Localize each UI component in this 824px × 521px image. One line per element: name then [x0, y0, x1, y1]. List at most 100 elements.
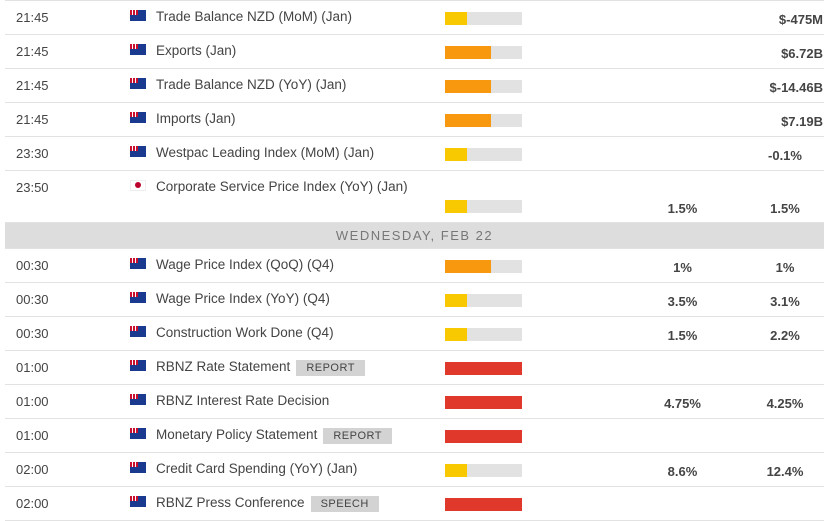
event-time: 21:45: [16, 44, 49, 59]
event-row[interactable]: 21:45 Trade Balance NZD (YoY) (Jan) $-14.4…: [5, 69, 824, 103]
event-title: Imports (Jan): [156, 111, 236, 126]
nz-flag-icon: [130, 496, 146, 507]
nz-flag-icon: [130, 462, 146, 473]
forecast-value: 1%: [673, 260, 692, 275]
event-title: Westpac Leading Index (MoM) (Jan): [156, 145, 375, 160]
event-row[interactable]: 01:00 RBNZ Rate Statement REPORT: [5, 351, 824, 385]
impact-fill-medium: [445, 80, 491, 93]
previous-value: $-14.46B: [769, 80, 823, 95]
previous-value: 3.1%: [770, 294, 800, 309]
jp-flag-icon: [130, 180, 146, 191]
event-title: Wage Price Index (YoY) (Q4): [156, 291, 330, 306]
previous-value: $7.19B: [781, 114, 823, 129]
event-time: 01:00: [16, 428, 49, 443]
event-name[interactable]: Exports (Jan): [156, 43, 236, 58]
event-row[interactable]: 00:30 Wage Price Index (QoQ) (Q4) 1% 1%: [5, 248, 824, 283]
event-row[interactable]: 21:45 Exports (Jan) $6.72B: [5, 35, 824, 69]
event-time: 00:30: [16, 292, 49, 307]
event-row[interactable]: 00:30 Wage Price Index (YoY) (Q4) 3.5% 3.1%: [5, 283, 824, 317]
previous-value: 4.25%: [766, 396, 804, 411]
impact-fill-medium: [445, 114, 491, 127]
event-name[interactable]: RBNZ Press Conference SPEECH: [156, 495, 379, 512]
au-flag-icon: [130, 292, 146, 303]
event-time: 23:30: [16, 146, 49, 161]
event-time: 02:00: [16, 462, 49, 477]
impact-fill-low: [445, 328, 467, 341]
event-row[interactable]: 23:50 Corporate Service Price Index (YoY)…: [5, 171, 824, 223]
au-flag-icon: [130, 258, 146, 269]
impact-fill-high: [445, 396, 522, 409]
impact-fill-high: [445, 430, 522, 443]
event-title: Corporate Service Price Index (YoY) (Jan…: [156, 179, 408, 194]
forecast-value: 1.5%: [667, 201, 698, 216]
event-row[interactable]: 02:00 RBNZ Press Conference SPEECH: [5, 487, 824, 521]
event-time: 02:00: [16, 496, 49, 511]
nz-flag-icon: [130, 10, 146, 21]
impact-fill-medium: [445, 260, 491, 273]
event-row[interactable]: 01:00 Monetary Policy Statement REPORT: [5, 419, 824, 453]
nz-flag-icon: [130, 112, 146, 123]
impact-bar: [445, 396, 522, 409]
event-name[interactable]: Trade Balance NZD (YoY) (Jan): [156, 77, 346, 92]
nz-flag-icon: [130, 44, 146, 55]
event-title: Trade Balance NZD (YoY) (Jan): [156, 77, 347, 92]
impact-bar: [445, 464, 522, 477]
impact-bar: [445, 260, 522, 273]
calendar-rows-after: 00:30 Wage Price Index (QoQ) (Q4) 1% 1% 00:3…: [5, 248, 824, 521]
event-name[interactable]: Construction Work Done (Q4): [156, 325, 334, 340]
event-name[interactable]: Wage Price Index (QoQ) (Q4): [156, 257, 334, 272]
forecast-value: 3.5%: [667, 294, 698, 309]
event-row[interactable]: 00:30 Construction Work Done (Q4) 1.5% 2.2%: [5, 317, 824, 351]
event-tag: REPORT: [296, 360, 365, 376]
event-tag: REPORT: [323, 428, 392, 444]
event-name[interactable]: Westpac Leading Index (MoM) (Jan): [156, 145, 374, 160]
forecast-value: 1.5%: [667, 328, 698, 343]
event-name[interactable]: Monetary Policy Statement REPORT: [156, 427, 392, 444]
forecast-value: 4.75%: [664, 396, 701, 411]
nz-flag-icon: [130, 428, 146, 439]
event-title: Construction Work Done (Q4): [156, 325, 334, 340]
event-row[interactable]: 21:45 Imports (Jan) $7.19B: [5, 103, 824, 137]
event-name[interactable]: RBNZ Interest Rate Decision: [156, 393, 329, 408]
impact-fill-high: [445, 362, 522, 375]
au-flag-icon: [130, 326, 146, 337]
event-time: 21:45: [16, 78, 49, 93]
impact-bar: [445, 80, 522, 93]
event-row[interactable]: 01:00 RBNZ Interest Rate Decision 4.75% 4.2…: [5, 385, 824, 419]
event-title: Trade Balance NZD (MoM) (Jan): [156, 9, 353, 24]
nz-flag-icon: [130, 146, 146, 157]
event-title: Wage Price Index (QoQ) (Q4): [156, 257, 335, 272]
previous-value: $-475M: [778, 12, 823, 27]
impact-bar: [445, 200, 522, 213]
calendar-rows-before: 21:45 Trade Balance NZD (MoM) (Jan) $-475M…: [5, 0, 824, 223]
impact-fill-low: [445, 294, 467, 307]
forecast-value: 8.6%: [667, 464, 698, 479]
impact-bar: [445, 430, 522, 443]
impact-fill-low: [445, 148, 467, 161]
event-name[interactable]: Imports (Jan): [156, 111, 236, 126]
impact-fill-low: [445, 464, 467, 477]
day-header: WEDNESDAY, FEB 22: [5, 223, 824, 248]
event-title: Credit Card Spending (YoY) (Jan): [156, 461, 358, 476]
impact-bar: [445, 148, 522, 161]
event-time: 21:45: [16, 10, 49, 25]
event-name[interactable]: Trade Balance NZD (MoM) (Jan): [156, 9, 352, 24]
impact-bar: [445, 12, 522, 25]
economic-calendar: 21:45 Trade Balance NZD (MoM) (Jan) $-475M…: [5, 0, 824, 521]
impact-bar: [445, 294, 522, 307]
event-row[interactable]: 02:00 Credit Card Spending (YoY) (Jan) 8.6…: [5, 453, 824, 487]
nz-flag-icon: [130, 78, 146, 89]
event-title: RBNZ Interest Rate Decision: [156, 393, 330, 408]
event-name[interactable]: Corporate Service Price Index (YoY) (Jan…: [156, 179, 408, 194]
event-name[interactable]: RBNZ Rate Statement REPORT: [156, 359, 365, 376]
event-name[interactable]: Credit Card Spending (YoY) (Jan): [156, 461, 357, 476]
previous-value: -0.1%: [768, 148, 802, 163]
event-row[interactable]: 23:30 Westpac Leading Index (MoM) (Jan) -0…: [5, 137, 824, 171]
previous-value: $6.72B: [781, 46, 823, 61]
impact-bar: [445, 114, 522, 127]
event-title: Monetary Policy Statement: [156, 427, 318, 442]
impact-bar: [445, 362, 522, 375]
event-tag: SPEECH: [310, 496, 379, 512]
event-name[interactable]: Wage Price Index (YoY) (Q4): [156, 291, 330, 306]
event-row[interactable]: 21:45 Trade Balance NZD (MoM) (Jan) $-475M: [5, 0, 824, 35]
